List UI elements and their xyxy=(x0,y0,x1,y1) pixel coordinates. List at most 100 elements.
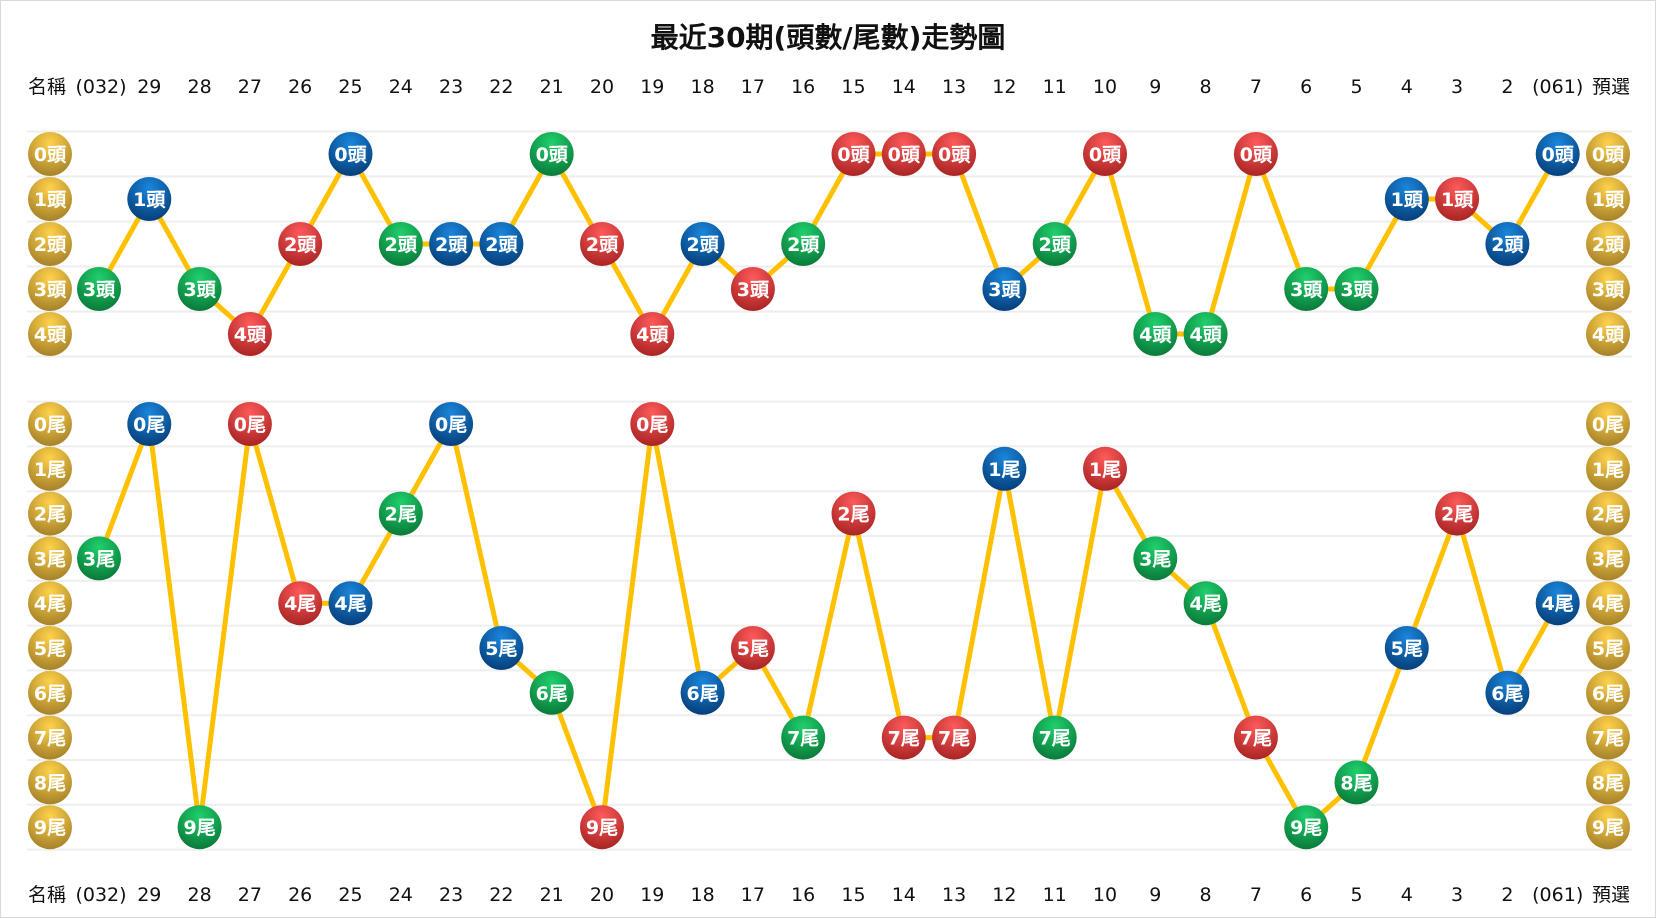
head-data-ball xyxy=(730,267,775,311)
header-period-label: 7 xyxy=(1250,76,1262,98)
tail-data-label: 0尾 xyxy=(435,414,467,436)
head-data-ball xyxy=(278,222,323,266)
footer-preselect-label: 預選 xyxy=(1592,884,1630,906)
header-period-label: 26 xyxy=(288,76,312,98)
tail-data-label: 6尾 xyxy=(686,683,718,705)
tail-data-label: 4尾 xyxy=(1542,593,1574,615)
head-level-ball-right xyxy=(1586,177,1630,221)
tail-data-label: 7尾 xyxy=(1240,728,1272,750)
footer-period-label: 6 xyxy=(1300,884,1312,906)
footer-period-label: 27 xyxy=(238,884,262,906)
tail-level-ball-left xyxy=(28,670,72,715)
head-data-ball xyxy=(328,132,373,176)
head-data-label: 3頭 xyxy=(1340,279,1373,301)
tail-level-label: 1尾 xyxy=(1592,459,1624,481)
head-data-ball xyxy=(479,222,524,266)
head-data-label: 0頭 xyxy=(837,144,870,166)
footer-period-label: 17 xyxy=(741,884,765,906)
footer-period-label: 29 xyxy=(137,884,161,906)
tail-data-ball xyxy=(881,715,926,760)
head-data-label: 0頭 xyxy=(1089,144,1122,166)
head-data-ball xyxy=(630,312,675,356)
head-level-label: 0頭 xyxy=(34,144,67,166)
tail-level-label: 0尾 xyxy=(34,414,66,436)
tail-data-label: 8尾 xyxy=(1340,772,1372,794)
header-period-label: 16 xyxy=(791,76,815,98)
head-data-ball xyxy=(680,222,725,266)
head-data-label: 3頭 xyxy=(737,279,770,301)
head-data-label: 2頭 xyxy=(787,234,820,256)
header-period-label: 29 xyxy=(137,76,161,98)
tail-data-ball xyxy=(529,670,574,715)
footer-period-label: 20 xyxy=(590,884,614,906)
header-period-label: 12 xyxy=(992,76,1016,98)
head-data-label: 2頭 xyxy=(1039,234,1072,256)
header-period-label: 25 xyxy=(338,76,362,98)
head-data-ball xyxy=(982,267,1027,311)
head-level-label: 3頭 xyxy=(34,279,67,301)
tail-data-label: 0尾 xyxy=(133,414,165,436)
tail-data-ball xyxy=(1485,670,1530,715)
header-period-label: 24 xyxy=(389,76,413,98)
tail-level-ball-right xyxy=(1586,402,1630,446)
tail-level-label: 7尾 xyxy=(34,728,66,750)
footer-period-label: (061) xyxy=(1532,884,1583,906)
head-data-label: 0頭 xyxy=(1240,144,1273,166)
head-data-ball xyxy=(1435,177,1480,221)
tail-data-ball xyxy=(1334,760,1379,805)
tail-level-ball-right xyxy=(1586,760,1630,805)
tail-level-ball-left xyxy=(28,581,72,626)
tail-data-ball xyxy=(77,536,121,581)
tail-data-label: 3尾 xyxy=(83,548,115,570)
tail-data-label: 7尾 xyxy=(1039,728,1071,750)
tail-level-label: 9尾 xyxy=(34,817,66,839)
tail-data-ball xyxy=(680,670,725,715)
chart-title: 最近30期(頭數/尾數)走勢圖 xyxy=(651,21,1006,54)
tail-data-ball xyxy=(177,805,222,850)
footer-period-label: 10 xyxy=(1093,884,1117,906)
head-data-ball xyxy=(881,132,926,176)
tail-data-label: 7尾 xyxy=(888,728,920,750)
header-period-label: 23 xyxy=(439,76,463,98)
tail-data-ball xyxy=(1133,536,1178,581)
footer-period-label: 11 xyxy=(1043,884,1067,906)
tail-data-label: 6尾 xyxy=(536,683,568,705)
header-period-label: 20 xyxy=(590,76,614,98)
head-data-label: 0頭 xyxy=(888,144,921,166)
tail-data-ball xyxy=(227,402,272,446)
tail-data-label: 2尾 xyxy=(837,504,869,526)
tail-level-ball-right xyxy=(1586,626,1630,670)
tail-data-ball xyxy=(328,581,373,626)
tail-level-label: 4尾 xyxy=(34,593,66,615)
footer-period-label: 23 xyxy=(439,884,463,906)
head-data-label: 2頭 xyxy=(485,234,518,256)
tail-data-label: 9尾 xyxy=(586,817,618,839)
tail-data-ball xyxy=(831,491,876,536)
footer-period-label: 5 xyxy=(1350,884,1362,906)
tail-data-ball xyxy=(982,446,1027,491)
tail-level-label: 6尾 xyxy=(1592,683,1624,705)
header-period-label: 19 xyxy=(640,76,664,98)
head-data-label: 2頭 xyxy=(435,234,468,256)
footer-period-label: 19 xyxy=(640,884,664,906)
head-data-label: 2頭 xyxy=(686,234,719,256)
tail-data-label: 5尾 xyxy=(485,638,517,660)
head-data-ball xyxy=(429,222,474,266)
head-level-ball-left xyxy=(28,267,72,311)
footer-period-label: (032) xyxy=(75,884,126,906)
tail-level-label: 0尾 xyxy=(1592,414,1624,436)
head-data-label: 3頭 xyxy=(83,279,116,301)
tail-data-ball xyxy=(429,402,474,446)
header-period-label: (061) xyxy=(1532,76,1583,98)
tail-level-ball-right xyxy=(1586,536,1630,581)
head-level-ball-left xyxy=(28,312,72,356)
tail-data-ball xyxy=(1032,715,1077,760)
head-data-label: 0頭 xyxy=(938,144,971,166)
footer-period-label: 14 xyxy=(892,884,916,906)
head-data-ball xyxy=(1183,312,1228,356)
head-level-ball-left xyxy=(28,222,72,266)
header-period-label: 2 xyxy=(1501,76,1513,98)
head-data-ball xyxy=(227,312,272,356)
head-level-ball-right xyxy=(1586,312,1630,356)
